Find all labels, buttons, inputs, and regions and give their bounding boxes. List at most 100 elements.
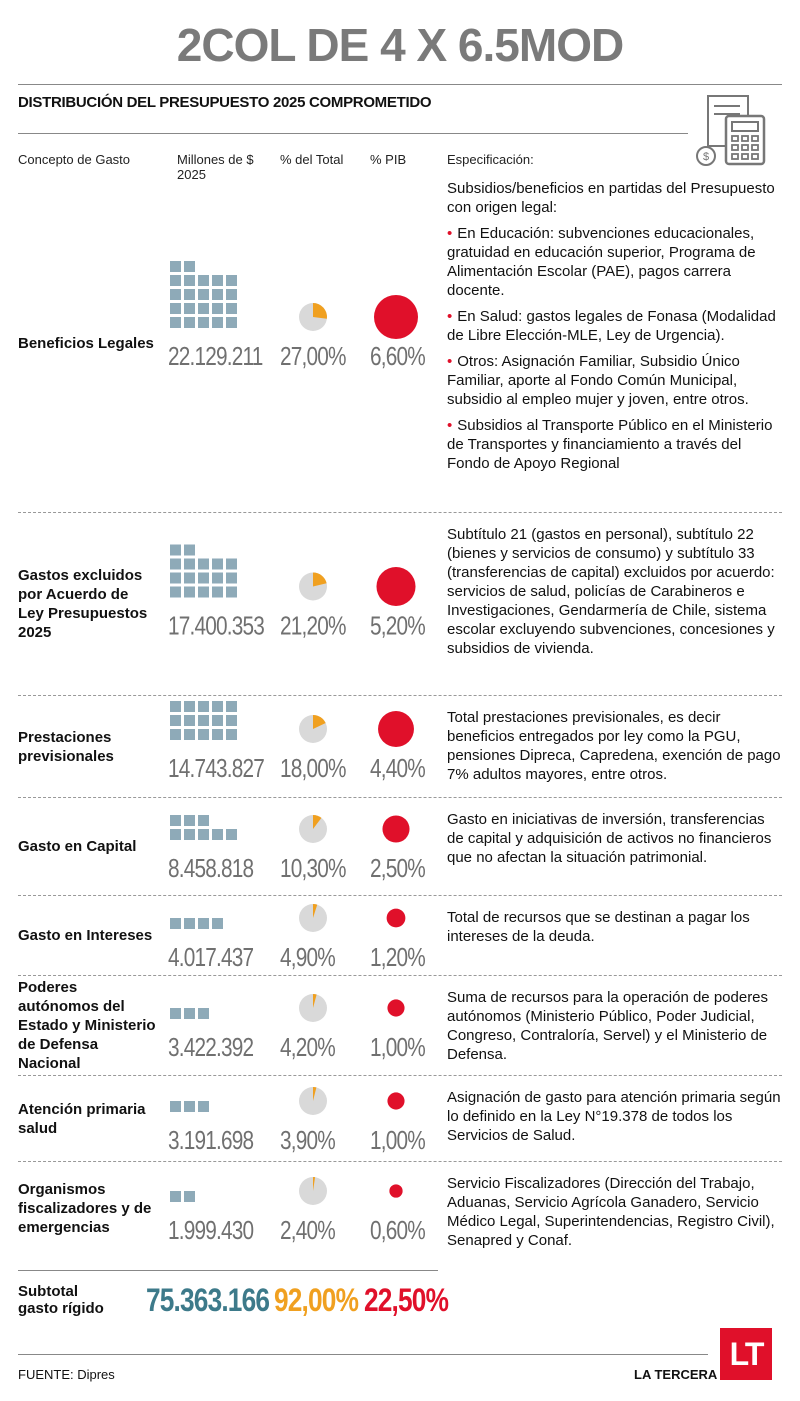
column-header: % PIB — [370, 152, 407, 167]
square — [184, 701, 195, 712]
value-label: 14.743.827 — [168, 754, 264, 783]
square — [198, 715, 209, 726]
square — [226, 729, 237, 740]
specification: Asignación de gasto para atención primar… — [447, 1088, 785, 1152]
square — [170, 815, 181, 826]
square — [212, 275, 223, 286]
value-label: 3.422.392 — [168, 1033, 253, 1062]
square — [184, 715, 195, 726]
spec-text: Asignación de gasto para atención primar… — [447, 1089, 781, 1144]
square — [170, 261, 181, 272]
concept: Organismos fiscalizadores y de emergenci… — [18, 1181, 152, 1236]
square — [212, 729, 223, 740]
square — [170, 572, 181, 584]
square — [226, 303, 237, 314]
column-header: % del Total — [280, 152, 344, 167]
spec-text: Servicio Fiscalizadores (Dirección del T… — [447, 1175, 775, 1249]
square — [184, 918, 195, 929]
pie-slice — [313, 1087, 317, 1101]
square — [170, 1101, 181, 1112]
calculator-icon: $ — [696, 95, 766, 166]
square — [184, 729, 195, 740]
square — [170, 829, 181, 840]
rule — [18, 133, 688, 134]
concept: Atención primaria salud — [18, 1100, 146, 1137]
column-header: Concepto de Gasto — [18, 152, 131, 167]
rule — [18, 84, 782, 85]
pie-slice — [313, 572, 327, 587]
square — [198, 586, 209, 598]
rule — [18, 1270, 438, 1271]
pie-slice — [313, 994, 317, 1008]
value-label: 17.400.353 — [168, 611, 265, 640]
subtotal-label: Subtotal gasto rígido — [18, 1283, 104, 1317]
spec-bullet: En Educación: subvenciones educacionales… — [447, 224, 785, 300]
pib-circle — [389, 1184, 403, 1198]
square — [170, 303, 181, 314]
square — [212, 918, 223, 929]
square — [184, 586, 195, 598]
square — [226, 558, 237, 570]
value-label: 2,50% — [370, 854, 426, 883]
marks: 1.999.430 2,40% 0,60% — [168, 1177, 427, 1245]
share-pie — [299, 715, 327, 743]
marks: 3.191.698 3,90% 1,00% — [168, 1087, 427, 1155]
value-label: 8.458.818 — [168, 854, 254, 883]
value-label: 22.129.211 — [168, 342, 263, 371]
square — [198, 572, 209, 584]
value-label: 4,40% — [370, 754, 426, 783]
amount-squares — [170, 815, 237, 840]
pib-circle — [387, 999, 405, 1017]
brand: LA TERCERA — [634, 1367, 718, 1382]
amount-squares — [170, 261, 237, 328]
square — [198, 317, 209, 328]
subtitle: DISTRIBUCIÓN DEL PRESUPUESTO 2025 COMPRO… — [18, 94, 432, 111]
concept: Gasto en Capital — [18, 838, 137, 855]
concept: Gasto en Intereses — [18, 927, 153, 944]
amount-squares — [170, 701, 237, 740]
value-label: 21,20% — [280, 611, 347, 640]
square — [184, 815, 195, 826]
square — [198, 1101, 209, 1112]
marks: 14.743.827 18,00% 4,40% — [168, 701, 427, 783]
row: Gasto en Capital Gasto en iniciativas de … — [18, 798, 782, 896]
amount-squares — [170, 544, 237, 598]
square — [184, 558, 195, 570]
square — [212, 558, 223, 570]
spec-text: Gasto en iniciativas de inversión, trans… — [447, 811, 772, 866]
pib-circle — [376, 566, 416, 607]
spec-text: Total prestaciones previsionales, es dec… — [447, 709, 781, 783]
square — [170, 317, 181, 328]
square — [212, 303, 223, 314]
square — [226, 289, 237, 300]
value-label: 1,00% — [370, 1033, 426, 1062]
square — [170, 701, 181, 712]
pib-circle — [387, 1092, 405, 1110]
pib-circle — [382, 815, 410, 843]
square — [226, 701, 237, 712]
concept: Poderes autónomos del Estado y Ministeri… — [18, 979, 156, 1072]
square — [198, 1008, 209, 1019]
row: Beneficios Legales Subsidios/beneficios e… — [18, 175, 782, 513]
value-label: 10,30% — [280, 854, 347, 883]
square — [212, 586, 223, 598]
spec-bullet: Otros: Asignación Familiar, Subsidio Úni… — [447, 352, 785, 409]
value-label: 4,90% — [280, 943, 336, 972]
square — [170, 544, 181, 556]
share-pie — [299, 572, 327, 601]
pie-slice — [313, 303, 328, 319]
row: Atención primaria salud Asignación de gas… — [18, 1076, 782, 1162]
square — [198, 829, 209, 840]
pib-circle — [386, 908, 406, 928]
value-label: 27,00% — [280, 342, 347, 371]
square — [212, 289, 223, 300]
square — [184, 1101, 195, 1112]
specification: Servicio Fiscalizadores (Dirección del T… — [447, 1174, 785, 1257]
amount-squares — [170, 918, 223, 929]
logo: LT — [720, 1328, 772, 1380]
source: FUENTE: Dipres — [18, 1367, 115, 1382]
spec-text: Suma de recursos para la operación de po… — [447, 989, 769, 1063]
specification: Total prestaciones previsionales, es dec… — [447, 708, 785, 791]
square — [212, 572, 223, 584]
square — [184, 289, 195, 300]
